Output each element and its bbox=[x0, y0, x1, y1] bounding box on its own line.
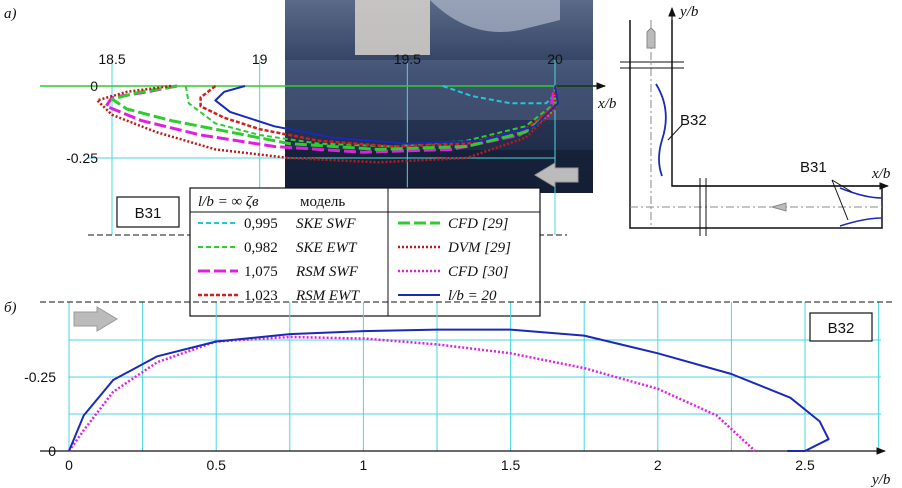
flow-arrow-bottom bbox=[73, 306, 118, 332]
legend-header-model: модель bbox=[300, 194, 345, 210]
panel-b-xlabel: y/b bbox=[870, 472, 891, 488]
panel-b-curves bbox=[67, 328, 830, 452]
panel-b-label: б) bbox=[4, 300, 17, 316]
legend-rows: 0,995 SKE SWF 0,982 SKE EWT 1,075 RSM SWF 1,02… bbox=[198, 216, 511, 304]
b32-box-label: B32 bbox=[828, 320, 855, 337]
legend-model-rsm-ewt: RSM EWT bbox=[295, 288, 361, 304]
legend-label-l-b-20: l/b = 20 bbox=[448, 288, 497, 304]
legend-header-left: l/b = ∞ ζв bbox=[198, 194, 259, 210]
inset-b32-label: B32 bbox=[680, 112, 707, 129]
panel-a-xtick-19-5: 19.5 bbox=[394, 51, 421, 67]
panel-a-ticks: 18.5 19 19.5 20 0 -0.25 bbox=[66, 51, 563, 166]
panel-b-xtick-1-5: 1.5 bbox=[501, 457, 521, 473]
panel-a-xtick-20: 20 bbox=[547, 51, 563, 67]
legend-label-cfd-30: CFD [30] bbox=[448, 264, 509, 280]
panel-b-ytick-0-25: -0.25 bbox=[24, 369, 56, 385]
legend-value-ske-swf: 0,995 bbox=[244, 216, 278, 232]
legend-label-dvm-29: DVM [29] bbox=[447, 240, 511, 256]
panel-b-xtick-0: 0 bbox=[65, 457, 73, 473]
panel-b-xtick-2: 2 bbox=[654, 457, 662, 473]
inset-y-label: y/b bbox=[678, 4, 699, 20]
panel-a-ytick-0: 0 bbox=[90, 78, 98, 94]
inset-schematic bbox=[620, 7, 889, 236]
panel-b-xtick-0-5: 0.5 bbox=[206, 457, 226, 473]
panel-b-xtick-2-5: 2.5 bbox=[795, 457, 815, 473]
panel-a-series-l-b-20 bbox=[214, 85, 559, 145]
inset-x-label: x/b bbox=[871, 166, 891, 182]
panel-a-xlabel: x/b bbox=[597, 96, 617, 112]
b31-box: B31 bbox=[116, 196, 180, 228]
panel-a-photo bbox=[285, 0, 593, 193]
panel-a-xtick-18-5: 18.5 bbox=[98, 51, 125, 67]
legend-label-cfd-29: CFD [29] bbox=[448, 216, 509, 232]
panel-b-grid bbox=[68, 302, 881, 451]
panel-a-xtick-19: 19 bbox=[252, 51, 268, 67]
b31-box-label: B31 bbox=[135, 205, 162, 222]
panel-b-series-l-b-20 bbox=[68, 328, 830, 452]
flow-arrow-top bbox=[534, 162, 579, 188]
legend-value-ske-ewt: 0,982 bbox=[244, 240, 278, 256]
inset-b31-label: B31 bbox=[800, 159, 827, 176]
legend-model-rsm-swf: RSM SWF bbox=[295, 264, 359, 280]
panel-b-series-cfd-30 bbox=[67, 335, 756, 452]
legend-value-rsm-ewt: 1,023 bbox=[244, 288, 278, 304]
panel-b-axes bbox=[40, 301, 895, 455]
panel-a-label: а) bbox=[4, 6, 17, 22]
legend-model-ske-swf: SKE SWF bbox=[296, 216, 356, 232]
panel-a-curves bbox=[95, 84, 559, 164]
panel-a-series-0-982-ske-ewt bbox=[184, 85, 556, 148]
panel-a-series-0-995-ske-swf bbox=[442, 85, 556, 105]
panel-b-xtick-1: 1 bbox=[360, 457, 368, 473]
panel-a-ytick-0-25: -0.25 bbox=[66, 150, 98, 166]
panel-b-ticks: 0 0.5 1 1.5 2 2.5 0 -0.25 bbox=[24, 369, 815, 473]
panel-b-ytick-0: 0 bbox=[48, 443, 56, 459]
legend: l/b = ∞ ζв модель bbox=[189, 187, 541, 317]
b32-box: B32 bbox=[809, 312, 873, 342]
panel-a-series-1-023-rsm-ewt bbox=[199, 85, 557, 148]
legend-model-ske-ewt: SKE EWT bbox=[296, 240, 358, 256]
legend-value-rsm-swf: 1,075 bbox=[244, 264, 278, 280]
